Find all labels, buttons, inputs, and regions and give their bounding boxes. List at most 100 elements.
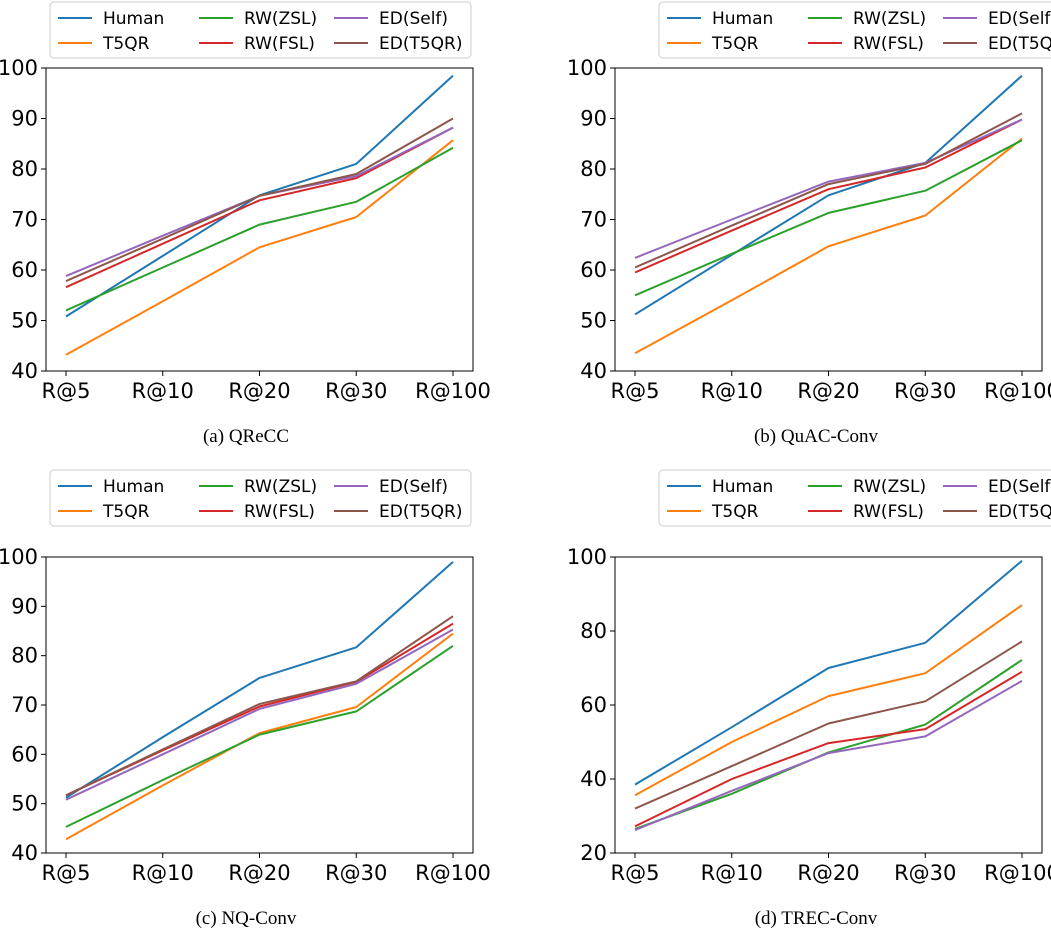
chart-svg-c: 40 50 60 70 80 90 100 R@5 R@10 R@20 R@30 R@100 Human… [0,469,491,885]
legend-label: ED(T5QR) [988,502,1051,522]
legend-label: ED(T5QR) [988,34,1051,54]
series-line-rw-zsl- [65,644,454,828]
legend-label: Human [712,9,773,29]
x-tick-label: R@5 [42,379,91,403]
legend-label: T5QR [711,34,759,54]
series-line-human [634,74,1023,316]
chart-caption-d: (d) TREC-Conv [754,908,878,929]
x-tick-label: R@100 [984,861,1051,885]
x-tick-label: R@10 [701,861,763,885]
legend-label: RW(ZSL) [853,9,926,29]
series-line-rw-zsl- [634,139,1023,297]
y-tick-label: 40 [11,841,38,865]
y-tick-label: 80 [11,157,38,181]
y-tick-label: 90 [11,107,38,131]
x-tick-label: R@100 [415,861,491,885]
plot-frame [614,556,1043,854]
legend-label: Human [103,9,164,29]
y-tick-label: 90 [580,107,607,131]
series-line-rw-fsl- [634,118,1023,274]
legend-label: RW(ZSL) [244,477,317,497]
legend-label: ED(Self) [379,9,448,29]
legend-label: ED(Self) [988,477,1051,497]
series-line-ed-t5qr- [634,640,1023,810]
legend-label: RW(FSL) [853,34,924,54]
legend-label: RW(ZSL) [853,477,926,497]
legend-label: T5QR [102,502,150,522]
chart-caption-b: (b) QuAC-Conv [753,426,879,447]
legend-label: RW(FSL) [244,34,315,54]
y-tick-label: 80 [580,157,607,181]
series-line-t5qr [634,604,1023,797]
legend-label: ED(Self) [379,477,448,497]
legend-label: T5QR [102,34,150,54]
y-tick-label: 50 [11,309,38,333]
legend-label: RW(FSL) [853,502,924,522]
y-tick-label: 100 [567,545,607,569]
series-line-t5qr [65,632,454,841]
plot-frame [614,67,1043,372]
series-line-human [634,559,1023,786]
y-tick-label: 60 [580,693,607,717]
x-tick-label: R@20 [228,861,290,885]
series-line-rw-fsl- [65,126,454,289]
chart-panel-c: 40 50 60 70 80 90 100 R@5 R@10 R@20 R@30 R@100 Human… [0,468,525,936]
chart-caption-a: (a) QReCC [202,426,289,447]
y-tick-label: 60 [580,258,607,282]
legend-label: RW(FSL) [244,502,315,522]
x-tick-label: R@5 [611,861,660,885]
x-tick-label: R@10 [132,379,194,403]
y-tick-label: 80 [580,619,607,643]
series-line-t5qr [634,137,1023,355]
x-tick-label: R@5 [611,379,660,403]
y-tick-label: 20 [580,841,607,865]
y-tick-label: 60 [11,742,38,766]
legend-label: ED(T5QR) [379,34,463,54]
x-tick-label: R@30 [894,379,956,403]
y-tick-label: 40 [580,767,607,791]
x-tick-label: R@20 [797,861,859,885]
x-tick-label: R@100 [984,379,1051,403]
series-line-t5qr [65,139,454,356]
x-tick-label: R@5 [42,861,91,885]
series-line-ed-self- [634,118,1023,259]
series-line-ed-t5qr- [65,117,454,283]
y-tick-label: 70 [580,208,607,232]
chart-svg-a: 40 50 60 70 80 90 100 R@5 R@10 R@20 R@30 R@100 Human… [0,1,491,403]
series-line-ed-self- [634,680,1023,832]
plot-frame [45,67,474,372]
y-tick-label: 40 [580,359,607,383]
x-tick-label: R@10 [701,379,763,403]
y-tick-label: 40 [11,359,38,383]
chart-caption-c: (c) NQ-Conv [195,908,297,929]
x-tick-label: R@10 [132,861,194,885]
series-line-rw-zsl- [634,659,1023,830]
series-line-ed-self- [65,628,454,801]
chart-panel-a: 40 50 60 70 80 90 100 R@5 R@10 R@20 R@30 R@100 Human… [0,0,525,468]
x-tick-label: R@30 [325,861,387,885]
series-line-ed-t5qr- [65,615,454,797]
legend-label: Human [103,477,164,497]
series-line-ed-t5qr- [634,112,1023,269]
legend-label: ED(Self) [988,9,1051,29]
x-tick-label: R@100 [415,379,491,403]
y-tick-label: 100 [0,545,38,569]
legend-label: ED(T5QR) [379,502,463,522]
x-tick-label: R@20 [797,379,859,403]
y-tick-label: 80 [11,644,38,668]
y-tick-label: 70 [11,693,38,717]
chart-svg-d: 20 40 60 80 100 R@5 R@10 R@20 R@30 R@100 Human T5QR… [567,469,1051,885]
chart-panel-b: 40 50 60 70 80 90 100 R@5 R@10 R@20 R@30 R@100 Human… [525,0,1051,468]
x-tick-label: R@30 [325,379,387,403]
chart-panel-d: 20 40 60 80 100 R@5 R@10 R@20 R@30 R@100 Human T5QR… [525,468,1051,936]
x-tick-label: R@20 [228,379,290,403]
legend-label: Human [712,477,773,497]
series-line-ed-self- [65,126,454,278]
y-tick-label: 70 [11,208,38,232]
series-line-rw-zsl- [65,146,454,312]
chart-svg-b: 40 50 60 70 80 90 100 R@5 R@10 R@20 R@30 R@100 Human… [567,1,1051,403]
y-tick-label: 60 [11,258,38,282]
y-tick-label: 50 [580,309,607,333]
y-tick-label: 50 [11,792,38,816]
series-line-rw-fsl- [634,670,1023,828]
